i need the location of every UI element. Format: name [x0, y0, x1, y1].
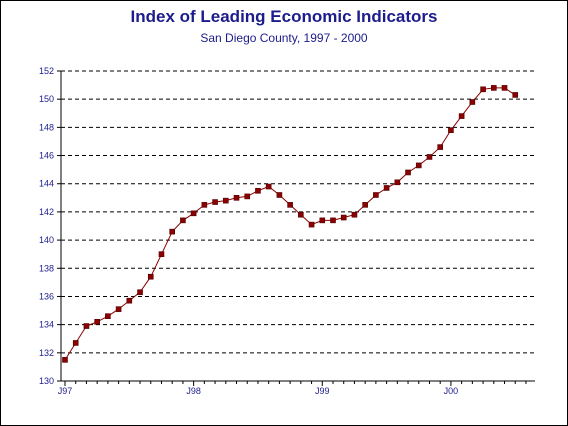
data-point [180, 217, 186, 224]
data-point [319, 217, 326, 224]
data-point [212, 199, 218, 205]
chart-title: Index of Leading Economic Indicators [130, 7, 438, 26]
x-tick-label: J99 [315, 386, 330, 396]
data-point [147, 273, 154, 280]
y-tick-label: 146 [39, 151, 54, 161]
data-point [437, 144, 444, 150]
data-point [287, 202, 293, 208]
y-tick-label: 136 [39, 291, 54, 301]
data-point [415, 162, 422, 169]
data-point [405, 169, 411, 176]
data-point [169, 228, 175, 235]
data-point [340, 214, 347, 221]
y-tick-label: 134 [39, 320, 54, 330]
data-point [72, 340, 79, 346]
data-point [330, 217, 336, 224]
data-point [469, 99, 476, 105]
data-point [373, 192, 379, 198]
series-line [64, 87, 516, 361]
data-point [244, 193, 251, 200]
x-tick-label: J97 [58, 386, 73, 396]
data-point [276, 192, 283, 198]
data-point [394, 179, 401, 186]
data-point [94, 319, 100, 325]
y-tick-label: 132 [39, 348, 54, 358]
data-point [83, 323, 90, 329]
data-point [62, 357, 68, 363]
data-point [362, 202, 368, 208]
data-point [480, 86, 486, 93]
data-point [115, 306, 122, 312]
data-point [158, 251, 165, 257]
x-tick-label: J98 [186, 386, 201, 396]
data-point [501, 85, 508, 91]
data-point [223, 197, 229, 204]
data-point [137, 289, 143, 296]
data-point [201, 202, 208, 208]
data-point [512, 92, 519, 98]
data-point [458, 113, 465, 119]
data-point [490, 85, 497, 91]
y-tick-label: 140 [39, 235, 54, 245]
data-point [351, 211, 358, 218]
data-point [265, 183, 272, 190]
y-tick-label: 138 [39, 263, 54, 273]
data-point [298, 211, 304, 218]
chart-subtitle: San Diego County, 1997 - 2000 [200, 31, 368, 45]
y-tick-label: 130 [39, 376, 54, 386]
data-point [448, 127, 454, 133]
data-point [308, 221, 315, 228]
data-point [105, 313, 111, 319]
data-point [383, 185, 390, 191]
y-tick-label: 150 [39, 94, 54, 104]
x-tick-label: J00 [444, 386, 459, 396]
data-point [233, 195, 240, 201]
y-tick-label: 152 [39, 66, 54, 76]
data-point [426, 154, 433, 160]
y-tick-label: 148 [39, 122, 54, 132]
data-point [126, 297, 133, 304]
y-tick-label: 144 [39, 179, 54, 189]
data-point [255, 187, 261, 194]
data-point [190, 210, 197, 217]
y-tick-label: 142 [39, 207, 54, 217]
